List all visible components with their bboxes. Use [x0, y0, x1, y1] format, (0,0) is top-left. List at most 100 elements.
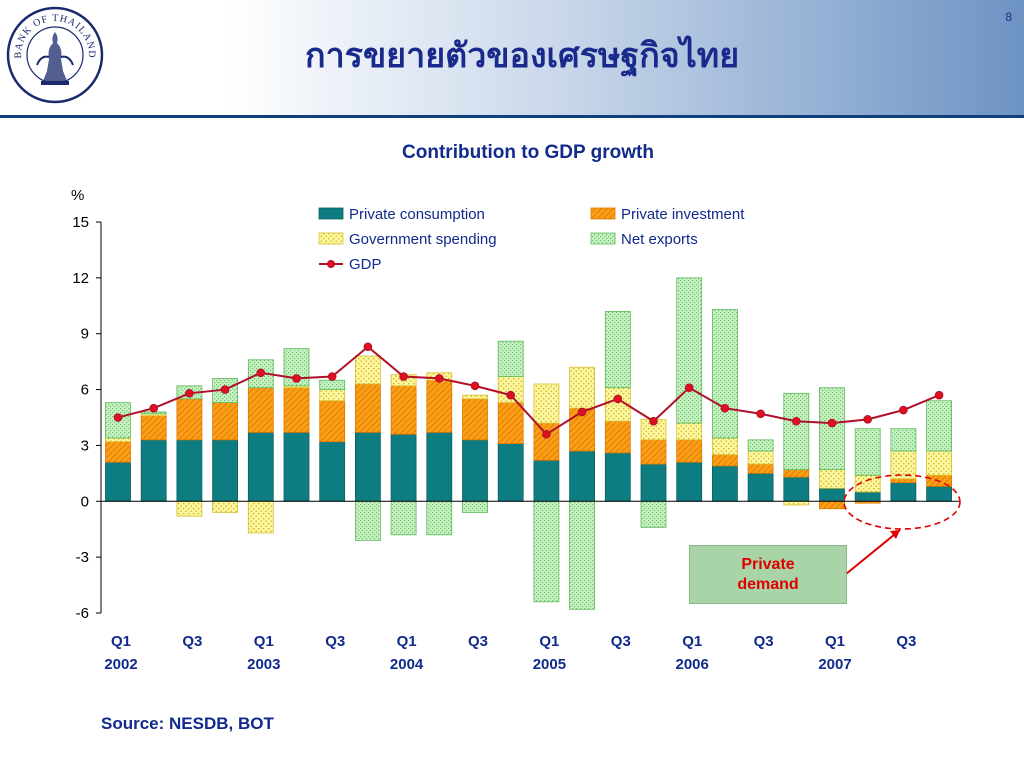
y-tick-label: 12 [72, 270, 89, 287]
x-tick-year: 2003 [247, 656, 280, 673]
bar-private-consumption [247, 431, 274, 502]
callout-arrow [845, 529, 901, 575]
bar-private-investment [640, 439, 667, 465]
page-number: 8 [1005, 10, 1012, 24]
bar-private-consumption [462, 439, 488, 502]
x-tick-year: 2005 [533, 656, 566, 673]
x-tick-label: Q1 [825, 633, 845, 650]
gdp-point [256, 368, 266, 378]
private-demand-callout: Private demand [689, 545, 847, 604]
bar-private-consumption [926, 485, 952, 502]
bar-government-spending [319, 389, 346, 402]
contribution-chart: -6 -3 0 3 6 9 12 15% Q1 2002 Q3 Q1 2003 Q3 Q1 2004 Q3 Q1 2… [71, 187, 961, 673]
bar-government-spending [533, 383, 560, 424]
chart-title: Contribution to GDP growth [402, 142, 654, 163]
bar-private-investment [604, 420, 631, 454]
legend-swatch [318, 207, 344, 220]
bar-private-investment [676, 439, 703, 463]
legend-swatch [590, 207, 616, 220]
gdp-line [117, 345, 940, 436]
gdp-point [792, 416, 801, 426]
bar-private-consumption [533, 459, 560, 502]
bar-private-consumption [783, 476, 810, 502]
gdp-point [827, 418, 837, 428]
plot-area: -6 -3 0 3 6 9 12 15% Q1 2002 Q3 Q1 2003 Q3 Q1 2004 Q3 Q1 2… [71, 187, 960, 673]
bar-government-spending [676, 422, 703, 441]
bar-private-consumption [354, 431, 381, 502]
bar-government-spending [747, 450, 774, 465]
x-tick-label: Q3 [468, 633, 488, 650]
bar-private-investment [176, 398, 203, 441]
bar-private-consumption [212, 439, 239, 502]
y-tick-label: 15 [72, 214, 89, 231]
bar-net-exports [426, 500, 453, 536]
x-tick-year: 2006 [676, 656, 709, 673]
bar-private-investment [105, 441, 131, 463]
gdp-point [756, 409, 765, 419]
gdp-point [327, 372, 337, 381]
bar-net-exports [569, 500, 595, 610]
legend: Private consumption Private investment Gov… [318, 206, 745, 273]
gdp-point [113, 413, 123, 422]
gdp-point [220, 385, 230, 394]
bar-private-investment [212, 402, 239, 441]
bar-net-exports [533, 500, 560, 603]
bar-government-spending [212, 500, 239, 513]
bar-government-spending [712, 437, 738, 456]
gdp-point [363, 342, 373, 352]
bar-net-exports [890, 428, 917, 452]
y-tick-label: 3 [81, 437, 89, 454]
gdp-point [185, 388, 194, 398]
bar-private-consumption [712, 465, 738, 502]
bar-private-investment [390, 385, 417, 435]
y-tick-label: -3 [76, 549, 89, 566]
bar-net-exports [462, 500, 488, 513]
bar-government-spending [569, 366, 595, 409]
bar-net-exports [854, 428, 881, 476]
bar-private-consumption [747, 472, 774, 502]
legend-swatch [318, 232, 344, 245]
bar-private-investment [890, 478, 917, 484]
bar-private-consumption [819, 487, 845, 502]
gdp-point [720, 403, 730, 413]
x-tick-label: Q1 [397, 633, 417, 650]
y-tick-label: 0 [81, 493, 89, 510]
bar-private-investment [819, 500, 845, 510]
bar-net-exports [604, 310, 631, 389]
bar-private-consumption [140, 439, 167, 502]
bar-net-exports [819, 387, 845, 471]
bar-private-investment [283, 387, 310, 433]
bar-government-spending [354, 355, 381, 385]
gdp-point [934, 390, 944, 400]
bank-of-thailand-logo: BANK OF THAILAND [6, 6, 104, 104]
bar-private-consumption [390, 433, 417, 502]
x-tick-label: Q1 [254, 633, 274, 650]
bar-private-investment [319, 400, 346, 443]
y-tick-label: 6 [81, 382, 89, 399]
x-tick-label: Q3 [896, 633, 916, 650]
bar-private-investment [747, 463, 774, 474]
x-tick-label: Q1 [539, 633, 559, 650]
bar-net-exports [354, 500, 381, 541]
legend-label: Government spending [349, 231, 497, 248]
legend-swatch [590, 232, 616, 245]
bar-private-investment [140, 415, 167, 441]
gdp-point [577, 407, 587, 417]
bar-net-exports [747, 439, 774, 452]
bar-private-consumption [890, 482, 917, 502]
legend-label: Private investment [621, 206, 745, 223]
gdp-point [435, 374, 444, 383]
slide-header [0, 0, 1024, 115]
gdp-point [684, 383, 694, 393]
bar-private-investment [354, 383, 381, 433]
gdp-point [649, 416, 658, 426]
y-axis-label: % [71, 187, 84, 204]
gdp-point [506, 390, 516, 400]
bar-net-exports [319, 379, 346, 390]
gdp-point [399, 372, 408, 381]
bar-government-spending [176, 500, 203, 517]
bar-government-spending [926, 450, 952, 476]
gdp-point [149, 403, 158, 413]
bar-private-investment [712, 454, 738, 467]
gdp-point [470, 381, 480, 391]
